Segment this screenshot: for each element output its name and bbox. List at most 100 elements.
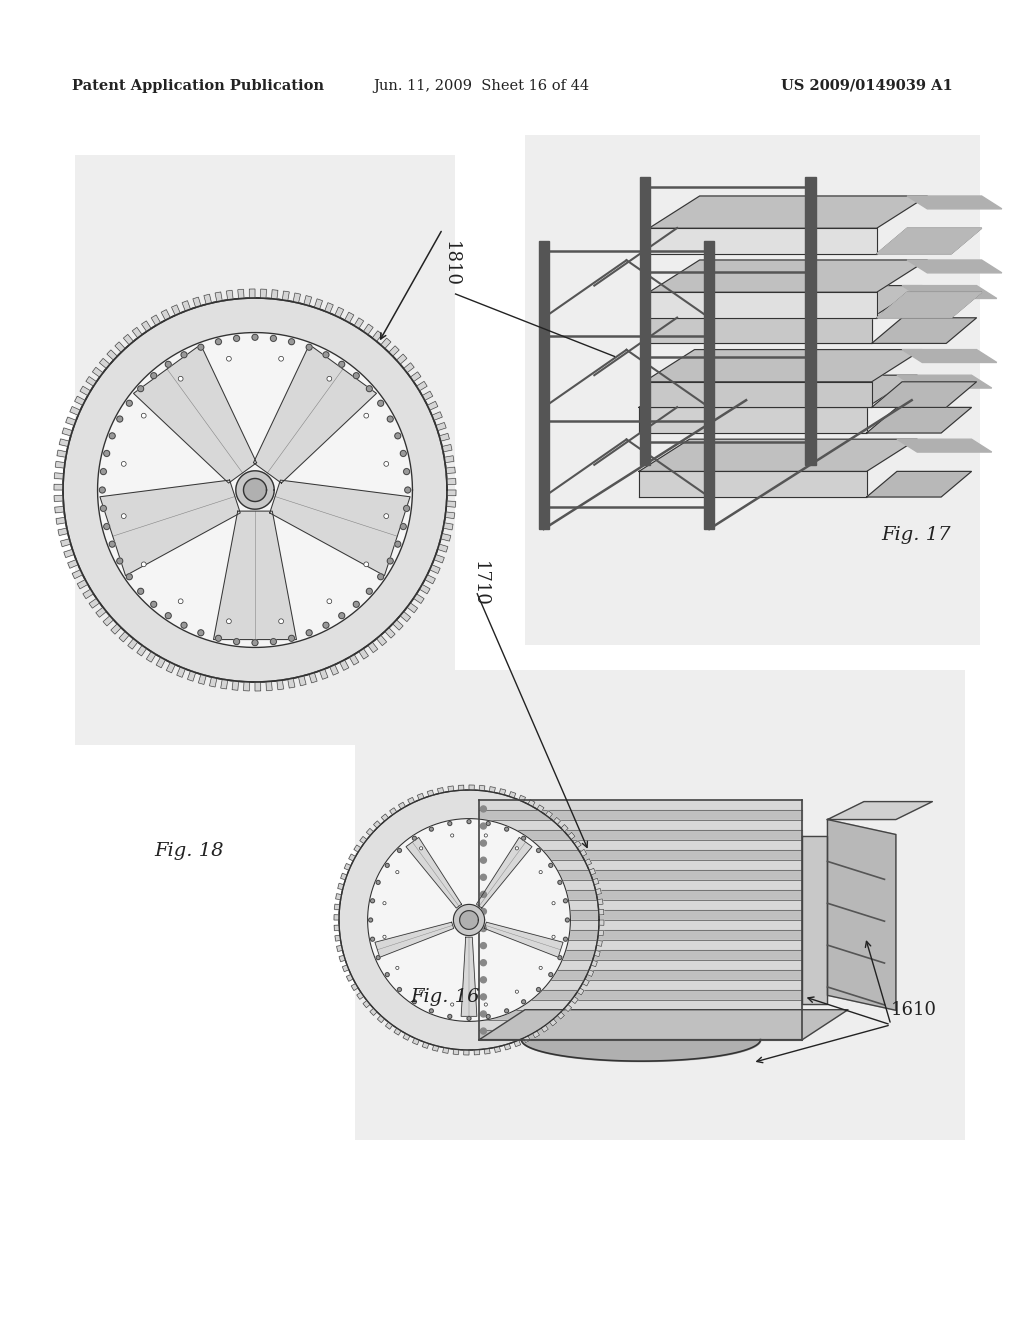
Circle shape (226, 619, 231, 623)
Circle shape (178, 599, 183, 603)
Polygon shape (182, 301, 190, 312)
Polygon shape (58, 528, 68, 536)
Polygon shape (479, 931, 803, 940)
Circle shape (233, 639, 240, 644)
Circle shape (141, 413, 146, 418)
Polygon shape (171, 305, 180, 315)
Circle shape (413, 836, 417, 841)
Polygon shape (479, 870, 803, 880)
Polygon shape (97, 333, 413, 647)
Polygon shape (479, 1030, 803, 1040)
Circle shape (521, 836, 525, 841)
Text: Patent Application Publication: Patent Application Publication (72, 79, 324, 92)
Circle shape (521, 999, 525, 1003)
Polygon shape (339, 789, 599, 1049)
Polygon shape (260, 289, 266, 298)
Polygon shape (902, 350, 996, 363)
Polygon shape (215, 292, 222, 302)
Polygon shape (187, 671, 196, 681)
Polygon shape (288, 678, 295, 688)
Circle shape (480, 960, 486, 966)
Polygon shape (479, 1019, 803, 1030)
Circle shape (151, 602, 157, 607)
Circle shape (369, 917, 373, 921)
Polygon shape (639, 408, 866, 433)
Polygon shape (479, 970, 803, 979)
Polygon shape (408, 797, 415, 804)
Circle shape (233, 335, 240, 342)
Polygon shape (249, 289, 255, 298)
Circle shape (403, 506, 410, 511)
Polygon shape (106, 350, 118, 360)
Circle shape (552, 935, 555, 939)
Polygon shape (866, 471, 972, 498)
Circle shape (165, 612, 171, 619)
Polygon shape (479, 940, 803, 950)
Polygon shape (479, 950, 803, 960)
Polygon shape (349, 854, 355, 861)
Polygon shape (210, 677, 217, 686)
Polygon shape (445, 512, 455, 519)
Polygon shape (75, 396, 85, 405)
Polygon shape (479, 830, 803, 841)
Polygon shape (62, 428, 73, 436)
Circle shape (378, 574, 384, 579)
Polygon shape (92, 367, 103, 378)
Circle shape (480, 1011, 486, 1016)
Circle shape (376, 956, 380, 960)
Polygon shape (574, 841, 582, 847)
Polygon shape (89, 598, 99, 609)
Polygon shape (398, 803, 406, 809)
Circle shape (122, 513, 126, 519)
Circle shape (122, 462, 126, 466)
Polygon shape (542, 1026, 548, 1032)
Circle shape (384, 513, 389, 519)
Circle shape (505, 1008, 509, 1012)
Circle shape (289, 635, 295, 642)
Polygon shape (362, 1001, 370, 1007)
Circle shape (279, 356, 284, 362)
Polygon shape (553, 817, 560, 825)
Polygon shape (599, 909, 604, 915)
Circle shape (151, 372, 157, 379)
Polygon shape (479, 999, 803, 1010)
Polygon shape (479, 979, 803, 990)
Circle shape (429, 828, 433, 832)
Circle shape (384, 462, 389, 466)
Circle shape (137, 385, 143, 392)
Polygon shape (351, 983, 358, 990)
Polygon shape (479, 890, 803, 900)
Text: 1710: 1710 (471, 561, 489, 607)
Polygon shape (479, 880, 803, 890)
Polygon shape (123, 334, 133, 345)
Circle shape (539, 966, 543, 969)
Polygon shape (443, 523, 453, 529)
Polygon shape (375, 923, 454, 957)
Circle shape (103, 450, 110, 457)
Circle shape (215, 339, 221, 345)
Circle shape (429, 1008, 433, 1012)
Bar (705, 242, 715, 529)
Polygon shape (866, 408, 972, 433)
Polygon shape (314, 298, 323, 309)
Polygon shape (68, 560, 78, 568)
Circle shape (306, 630, 312, 636)
Polygon shape (413, 1038, 419, 1044)
Polygon shape (902, 285, 996, 298)
Polygon shape (255, 682, 261, 690)
Polygon shape (141, 321, 152, 331)
Circle shape (397, 849, 401, 853)
Polygon shape (446, 490, 456, 496)
Circle shape (484, 1003, 487, 1006)
Circle shape (397, 987, 401, 991)
Polygon shape (394, 1028, 401, 1035)
Polygon shape (532, 1031, 540, 1038)
Polygon shape (359, 837, 367, 843)
FancyBboxPatch shape (75, 154, 455, 744)
Circle shape (339, 612, 345, 619)
Polygon shape (374, 821, 381, 828)
Polygon shape (72, 570, 83, 578)
Circle shape (141, 562, 146, 566)
Circle shape (279, 619, 284, 623)
Circle shape (226, 356, 231, 362)
